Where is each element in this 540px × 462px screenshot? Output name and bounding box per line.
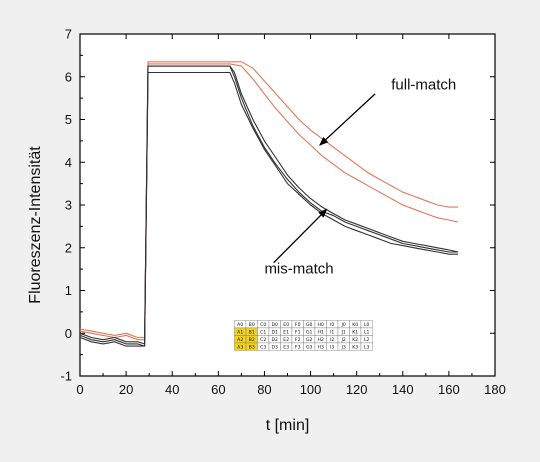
annotation-arrow <box>273 208 328 264</box>
plate-cell-label: F2 <box>295 337 301 343</box>
x-tick-label: 120 <box>346 382 368 397</box>
plate-cell-label: E2 <box>283 337 289 343</box>
plate-cell-label: K2 <box>352 337 358 343</box>
plate-cell-label: B2 <box>249 337 255 343</box>
plate-cell-label: H1 <box>318 329 324 335</box>
plate-cell-label: A1 <box>237 329 243 335</box>
plate-cell-label: B0 <box>249 322 255 328</box>
plate-cell-label: F0 <box>295 322 301 328</box>
plate-cell-label: D2 <box>271 337 278 343</box>
plate-cell-label: H2 <box>318 337 324 343</box>
x-tick-label: 0 <box>76 382 83 397</box>
plot-area <box>79 33 496 377</box>
annotation-layer: full-match mis-match <box>264 77 456 278</box>
x-tick-label: 160 <box>438 382 460 397</box>
y-tick-label: 0 <box>65 326 72 341</box>
plate-cell-label: C3 <box>260 344 266 350</box>
plate-cell-label: J2 <box>341 337 346 343</box>
plate-cell-label: F1 <box>295 329 301 335</box>
plate-cell-label: H0 <box>318 322 324 328</box>
plate-cell-label: G2 <box>306 337 313 343</box>
x-tick-label: 40 <box>165 382 179 397</box>
plate-cell-label: D1 <box>271 329 278 335</box>
plate-cell-label: H3 <box>318 344 324 350</box>
plate-cell-label: I2 <box>330 337 334 343</box>
plate-inset: A0 B0 C0 D0 E0 F0 G0 H0 I0 J0 K0 L0 A1 B1 C1 D1 E1 F1 G1 H1… <box>234 320 373 351</box>
plate-cell-label: L2 <box>364 337 370 343</box>
plate-cell-label: D3 <box>271 344 278 350</box>
y-tick-label: 1 <box>65 283 72 298</box>
x-tick-label: 140 <box>392 382 414 397</box>
plate-cell-label: J3 <box>341 344 346 350</box>
y-axis-title: Fluoreszenz-Intensität <box>27 146 44 304</box>
plate-cell-label: C1 <box>260 329 266 335</box>
plate-cell-label: C0 <box>260 322 266 328</box>
axis-ticks: 0 20 40 60 80 100 120 140 160 180 -1 0 1 2 3 4 5 6 7 <box>60 27 505 398</box>
x-tick-label: 180 <box>484 382 506 397</box>
plate-cell-label: I3 <box>330 344 334 350</box>
plate-cell-label: B1 <box>249 329 255 335</box>
series-line-1 <box>79 61 459 339</box>
plate-cell-label: G1 <box>306 329 313 335</box>
x-tick-label: 60 <box>211 382 225 397</box>
y-tick-label: 5 <box>65 112 72 127</box>
plate-cell-box <box>360 342 373 351</box>
y-tick-label: 3 <box>65 198 72 213</box>
plate-cell-label: J1 <box>341 329 346 335</box>
plate-cell-label: E0 <box>283 322 289 328</box>
plate-cell-label: E3 <box>283 344 289 350</box>
plate-cell-label: L3 <box>364 344 370 350</box>
annotation-label: full-match <box>391 77 456 94</box>
plate-cell-label: K3 <box>352 344 358 350</box>
series-line-2 <box>79 63 459 341</box>
x-tick-label: 80 <box>257 382 271 397</box>
plate-cell-label: E1 <box>283 329 289 335</box>
plate-cell-label: C2 <box>260 337 266 343</box>
plate-cell-label: D0 <box>271 322 278 328</box>
x-tick-label: 100 <box>300 382 322 397</box>
y-tick-label: -1 <box>60 369 72 384</box>
plate-cell-label: A2 <box>237 337 243 343</box>
plate-cell-label: I0 <box>330 322 334 328</box>
y-tick-label: 2 <box>65 240 72 255</box>
plate-cell-label: L1 <box>364 329 370 335</box>
plate-cell-label: K1 <box>352 329 358 335</box>
series-line-5 <box>79 65 459 347</box>
plate-cell-label: I1 <box>330 329 334 335</box>
plate-cell-label: K0 <box>352 322 358 328</box>
series-layer <box>79 61 459 347</box>
series-line-3 <box>79 65 459 345</box>
x-tick-label: 20 <box>119 382 133 397</box>
plate-cell-label: G3 <box>306 344 313 350</box>
plate-cell-label: F3 <box>295 344 301 350</box>
plate-cell-label: B3 <box>249 344 255 350</box>
annotation-arrow <box>319 93 376 146</box>
y-tick-label: 7 <box>65 27 72 42</box>
y-tick-label: 6 <box>65 69 72 84</box>
plate-cell-label: L0 <box>364 322 370 328</box>
x-axis-title: t [min] <box>266 417 310 434</box>
series-line-4 <box>79 71 459 347</box>
plate-cell-label: J0 <box>341 322 346 328</box>
y-tick-label: 4 <box>65 155 72 170</box>
plate-cell-label: G0 <box>306 322 313 328</box>
plate-cell-label: A0 <box>237 322 243 328</box>
plate-cell-label: A3 <box>237 344 243 350</box>
annotation-label: mis-match <box>264 260 333 277</box>
